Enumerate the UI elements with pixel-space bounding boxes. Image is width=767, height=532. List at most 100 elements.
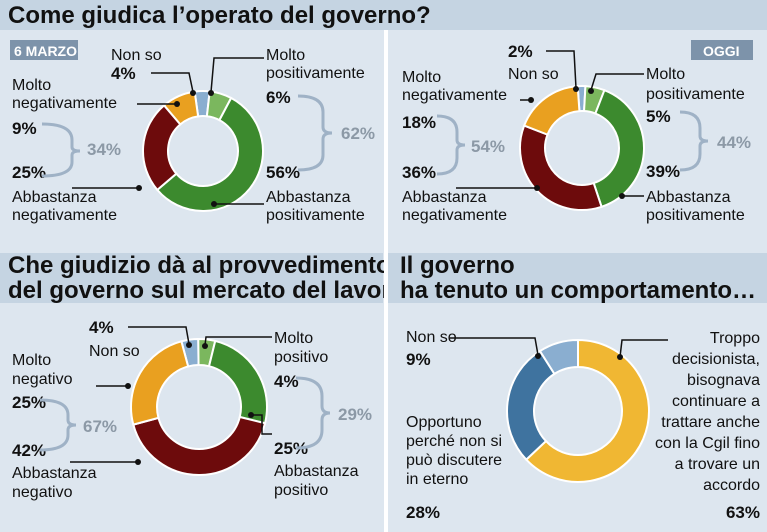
leader-lines-comportamento (450, 337, 668, 358)
value-abb-neg: 25% (12, 163, 46, 182)
label-troppo-line-6: con la Cgil fino (655, 435, 760, 452)
value-molto-pos: 5% (646, 107, 671, 126)
badge-oggi-text: OGGI (703, 43, 740, 59)
label-molto-pos-2: positivo (274, 349, 328, 366)
slice-molto-negativo (130, 340, 190, 426)
label-abb-neg-1: Abbastanza (12, 465, 97, 482)
leader-dots-oggi (528, 86, 625, 199)
divider-vertical-bottom (384, 253, 388, 532)
value-opportuno: 28% (406, 503, 440, 522)
label-abb-pos-1: Abbastanza (274, 463, 359, 480)
label-troppo-line-3: bisognava (687, 372, 760, 389)
label-opportuno-line-3: può discutere (406, 452, 502, 469)
label-molto-neg-2: negativo (12, 371, 73, 388)
value-non-so: 2% (508, 42, 533, 61)
bracket-neg (436, 114, 466, 176)
value-abb-pos: 56% (266, 163, 300, 182)
chart-comportamento: Non so 9% Troppo decisionista, bisognava co… (406, 329, 760, 522)
slice-abbastanza-negativo (132, 415, 267, 476)
label-non-so: Non so (406, 329, 457, 346)
leader-dots-6-marzo (136, 90, 217, 207)
header-band-q1: Come giudica l’operato del governo? (0, 0, 767, 30)
slice-abbastanza-positivo (207, 339, 268, 425)
value-abb-pos: 25% (274, 439, 308, 458)
label-non-so: Non so (111, 47, 162, 64)
label-abb-pos-2: positivamente (646, 207, 745, 224)
question-1-title: Come giudica l’operato del governo? (8, 2, 431, 29)
value-molto-neg: 18% (402, 113, 436, 132)
label-troppo-line-5: trattare anche (661, 414, 760, 431)
divider-vertical-top (384, 30, 388, 253)
value-pos-total: 29% (338, 405, 372, 424)
label-abb-pos-2: positivamente (266, 207, 365, 224)
label-non-so: Non so (89, 343, 140, 360)
slice-molto-negativo (162, 90, 200, 126)
slice-non-so (538, 338, 579, 376)
bracket-pos (295, 376, 331, 450)
slice-abbastanza-negativo (519, 124, 603, 211)
label-abb-neg-2: negativamente (12, 207, 117, 224)
badge-6-marzo (10, 40, 78, 60)
value-neg-total: 34% (87, 140, 121, 159)
label-molto-pos-2: positivamente (646, 86, 745, 103)
chart-mercato-lavoro: 4% Non so Molto positivo 4% 25% Abbastan… (12, 318, 372, 501)
value-troppo: 63% (726, 503, 760, 522)
value-neg-total: 54% (471, 137, 505, 156)
label-troppo-line-7: a trovare un (675, 456, 760, 473)
value-molto-neg: 25% (12, 393, 46, 412)
bracket-neg (39, 398, 77, 452)
label-abb-pos-1: Abbastanza (266, 189, 351, 206)
label-abb-pos-1: Abbastanza (646, 189, 731, 206)
donut-6-marzo (142, 90, 264, 212)
bracket-pos (297, 94, 333, 172)
question-3-title-line1: Il governo (400, 252, 515, 279)
label-opportuno: Opportuno perché non si può discutere in et… (406, 414, 502, 488)
label-molto-pos-1: Molto (646, 66, 685, 83)
value-non-so: 9% (406, 350, 431, 369)
label-troppo-line-8: accordo (703, 477, 760, 494)
label-abb-neg-2: negativamente (402, 207, 507, 224)
value-molto-neg: 9% (12, 119, 37, 138)
value-pos-total: 44% (717, 133, 751, 152)
label-molto-neg-1: Molto (402, 69, 441, 86)
donut-mercato-lavoro (130, 337, 268, 476)
slice-troppo-decisionista (524, 338, 650, 483)
leader-lines-mercato (70, 326, 272, 463)
leader-lines-6-marzo (72, 57, 264, 205)
label-troppo-line-1: Troppo (710, 330, 760, 347)
header-band-q3: Il governo ha tenuto un comportamento… (388, 253, 767, 303)
value-pos-total: 62% (341, 124, 375, 143)
badge-6-marzo-text: 6 MARZO (14, 43, 77, 59)
leader-dots-comportamento (535, 353, 623, 360)
label-non-so: Non so (508, 66, 559, 83)
label-troppo-line-4: continuare a (672, 393, 760, 410)
header-band-q2: Che giudizio dà al provvedimento del gov… (0, 253, 420, 303)
bracket-neg (41, 122, 81, 178)
chart-oggi: OGGI 2% Non so Molto positivamente 5% 39… (402, 40, 753, 224)
label-abb-neg-1: Abbastanza (402, 189, 487, 206)
value-non-so: 4% (111, 64, 136, 83)
donut-comportamento (506, 338, 650, 483)
label-abb-neg-1: Abbastanza (12, 189, 97, 206)
value-molto-pos: 6% (266, 88, 291, 107)
label-abb-neg-2: negativo (12, 484, 73, 501)
label-troppo-line-2: decisionista, (672, 351, 760, 368)
bracket-pos (679, 110, 709, 172)
label-molto-neg-2: negativamente (402, 87, 507, 104)
label-molto-pos-1: Molto (274, 330, 313, 347)
question-2-title-line1: Che giudizio dà al provvedimento (8, 252, 391, 279)
value-abb-pos: 39% (646, 162, 680, 181)
slice-abbastanza-positivo (155, 96, 264, 212)
label-opportuno-line-4: in eterno (406, 471, 468, 488)
value-abb-neg: 36% (402, 163, 436, 182)
chart-6-marzo: 6 MARZO Non so 4% Molto positivamente 6%… (10, 40, 375, 224)
label-molto-neg-2: negativamente (12, 95, 117, 112)
label-opportuno-line-2: perché non si (406, 433, 502, 450)
value-non-so: 4% (89, 318, 114, 337)
label-troppo: Troppo decisionista, bisognava continuare a… (655, 330, 760, 494)
badge-oggi (691, 40, 753, 60)
value-abb-neg: 42% (12, 441, 46, 460)
label-opportuno-line-1: Opportuno (406, 414, 482, 431)
